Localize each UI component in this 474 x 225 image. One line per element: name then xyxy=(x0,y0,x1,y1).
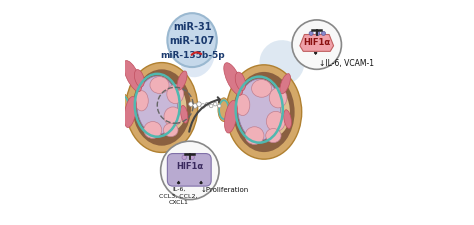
Circle shape xyxy=(321,32,326,36)
Ellipse shape xyxy=(280,74,291,94)
Ellipse shape xyxy=(144,122,162,139)
Ellipse shape xyxy=(137,77,177,135)
Text: HIF1α: HIF1α xyxy=(303,38,330,47)
Ellipse shape xyxy=(181,106,188,124)
Ellipse shape xyxy=(266,112,285,132)
Ellipse shape xyxy=(266,129,281,143)
Ellipse shape xyxy=(262,89,290,136)
Text: miR-31: miR-31 xyxy=(173,21,211,31)
Ellipse shape xyxy=(235,73,246,91)
Circle shape xyxy=(182,155,186,160)
Circle shape xyxy=(218,105,221,108)
Circle shape xyxy=(201,104,205,109)
Ellipse shape xyxy=(283,110,292,129)
Circle shape xyxy=(189,102,193,107)
Ellipse shape xyxy=(238,80,281,141)
Ellipse shape xyxy=(218,98,230,122)
Ellipse shape xyxy=(252,80,272,98)
Circle shape xyxy=(197,102,201,107)
Circle shape xyxy=(161,142,219,200)
Ellipse shape xyxy=(225,101,237,133)
Circle shape xyxy=(190,155,194,160)
Circle shape xyxy=(316,32,320,36)
Ellipse shape xyxy=(124,61,142,92)
Text: IL-6,
CCL3, CCL2,
CXCL1: IL-6, CCL3, CCL2, CXCL1 xyxy=(159,186,198,204)
Ellipse shape xyxy=(126,63,198,153)
Ellipse shape xyxy=(133,70,191,146)
Circle shape xyxy=(213,103,217,106)
Circle shape xyxy=(205,103,209,106)
Ellipse shape xyxy=(164,124,178,137)
Circle shape xyxy=(193,104,197,109)
Ellipse shape xyxy=(233,73,295,152)
Text: ↓Proliferation: ↓Proliferation xyxy=(201,186,249,192)
Ellipse shape xyxy=(167,14,217,68)
Ellipse shape xyxy=(134,70,144,88)
Ellipse shape xyxy=(164,108,182,126)
Circle shape xyxy=(210,105,213,108)
Text: miR-107: miR-107 xyxy=(169,36,215,46)
FancyBboxPatch shape xyxy=(167,154,211,186)
Ellipse shape xyxy=(124,97,137,128)
Ellipse shape xyxy=(177,72,187,91)
Ellipse shape xyxy=(135,91,148,111)
Text: ↓IL-6, VCAM-1: ↓IL-6, VCAM-1 xyxy=(319,59,374,68)
Ellipse shape xyxy=(150,77,169,94)
Ellipse shape xyxy=(181,40,215,78)
Ellipse shape xyxy=(245,127,264,145)
Ellipse shape xyxy=(259,41,304,86)
Text: miR-135b-5p: miR-135b-5p xyxy=(160,51,224,60)
Circle shape xyxy=(292,21,341,70)
Polygon shape xyxy=(300,35,334,52)
Ellipse shape xyxy=(224,63,243,96)
Ellipse shape xyxy=(226,65,301,160)
Ellipse shape xyxy=(118,94,129,117)
Ellipse shape xyxy=(167,85,183,104)
Ellipse shape xyxy=(269,88,287,108)
Ellipse shape xyxy=(236,95,250,116)
Ellipse shape xyxy=(160,86,186,130)
Text: HIF1α: HIF1α xyxy=(176,162,203,171)
Circle shape xyxy=(309,32,313,36)
